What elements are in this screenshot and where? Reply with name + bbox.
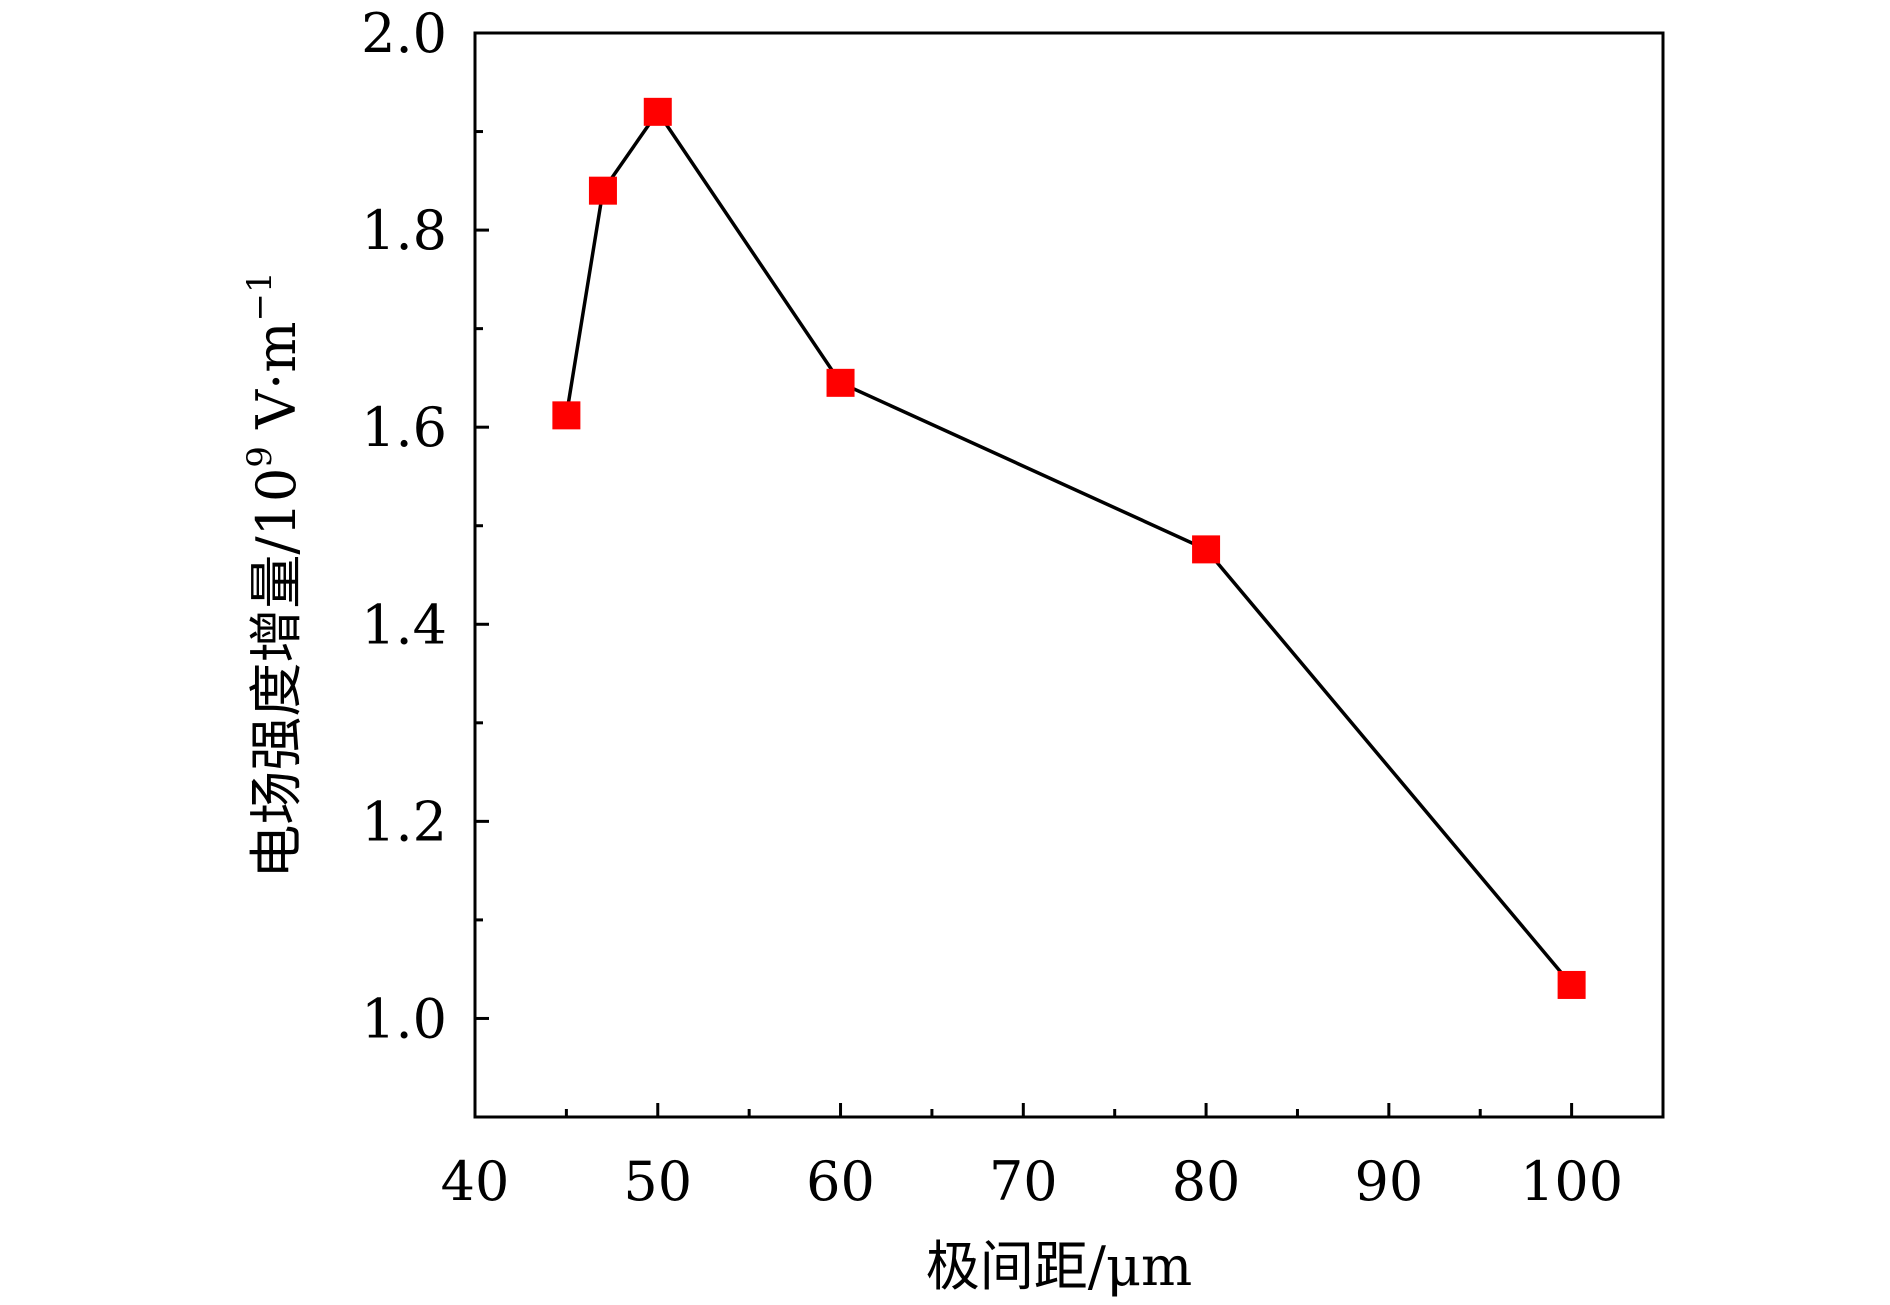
data-point-marker — [552, 401, 581, 430]
y-axis-title: 电场强度增量/109 V·m−1 — [240, 271, 308, 878]
y-axis-title-main: 电场强度增量/10 — [245, 468, 308, 879]
x-tick-label: 80 — [1172, 1150, 1241, 1213]
y-tick-label: 1.2 — [361, 790, 447, 853]
y-tick-label: 1.0 — [361, 987, 447, 1050]
data-point-marker — [826, 368, 855, 397]
axis-ticks — [473, 31, 1574, 1117]
x-tick-label: 40 — [441, 1150, 510, 1213]
y-axis-title-exponent: 9 — [240, 446, 280, 468]
x-tick-label: 60 — [806, 1150, 875, 1213]
data-point-marker — [1557, 970, 1586, 999]
y-tick-label: 1.8 — [361, 199, 447, 262]
y-axis-title-unit-exponent: −1 — [240, 271, 280, 321]
axis-tick-labels: 40 50 60 70 80 90 100 1.0 1.2 1.4 1.6 1.8 2.0 — [361, 2, 1623, 1213]
data-point-marker — [588, 176, 617, 205]
plot-frame — [473, 31, 1665, 1119]
data-point-marker — [1192, 535, 1221, 564]
x-axis-title: 极间距/μm — [926, 1235, 1193, 1298]
x-tick-label: 70 — [989, 1150, 1058, 1213]
y-tick-label: 1.4 — [361, 593, 447, 656]
series-line — [564, 108, 1573, 987]
x-tick-label: 90 — [1354, 1150, 1423, 1213]
y-tick-label: 1.6 — [361, 396, 447, 459]
data-series — [552, 97, 1586, 999]
y-tick-label: 2.0 — [361, 2, 447, 65]
data-point-marker — [643, 97, 672, 126]
x-tick-label: 50 — [623, 1150, 692, 1213]
x-tick-label: 100 — [1520, 1150, 1623, 1213]
y-axis-title-unit: V·m — [245, 322, 308, 447]
